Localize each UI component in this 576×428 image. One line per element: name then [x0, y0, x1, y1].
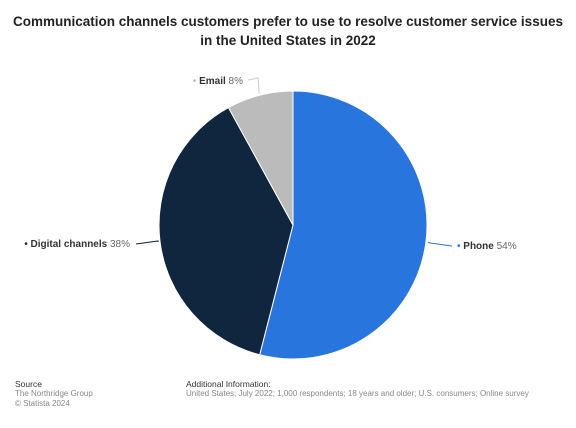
- leader-line-phone: [427, 241, 453, 247]
- pie-slice-email: [227, 90, 294, 226]
- source-line: The Northridge Group: [15, 389, 93, 398]
- slice-label-value: 38%: [110, 239, 130, 250]
- source-heading: Source: [15, 379, 42, 389]
- slice-label-email: • Email 8%: [193, 76, 243, 87]
- chart-title-line-2: in the United States in 2022: [200, 33, 376, 48]
- slice-labels: • Phone 54%• Digital channels 38%• Email…: [24, 76, 517, 252]
- leader-line-email: [247, 77, 260, 94]
- slice-label-phone: • Phone 54%: [457, 241, 517, 252]
- slice-label-bullet: •: [24, 239, 30, 250]
- leader-line-digital-channels: [135, 240, 159, 245]
- leader-lines: [135, 77, 453, 247]
- slice-label-value: 54%: [497, 241, 517, 252]
- slice-label-bullet: •: [193, 76, 199, 87]
- copyright-line: © Statista 2024: [15, 399, 70, 408]
- pie-slice-digital-channels: [158, 106, 294, 356]
- slice-label-bullet: •: [457, 241, 463, 252]
- pie-slice-phone: [259, 90, 428, 360]
- additional-info-block: Additional Information: United States; J…: [186, 379, 529, 399]
- chart-title-line-1: Communication channels customers prefer …: [13, 14, 563, 29]
- additional-info-heading: Additional Information:: [186, 379, 271, 389]
- slice-label-name: Email: [199, 76, 228, 87]
- slice-label-name: Phone: [463, 241, 496, 252]
- chart-title: Communication channels customers prefer …: [0, 12, 576, 50]
- slice-label-name: Digital channels: [31, 239, 110, 250]
- pie-slices: [158, 90, 428, 360]
- additional-info-text: United States; July 2022; 1,000 responde…: [186, 389, 529, 398]
- source-block: Source The Northridge Group © Statista 2…: [15, 379, 93, 409]
- slice-label-value: 8%: [229, 76, 244, 87]
- slice-label-digital-channels: • Digital channels 38%: [24, 239, 130, 250]
